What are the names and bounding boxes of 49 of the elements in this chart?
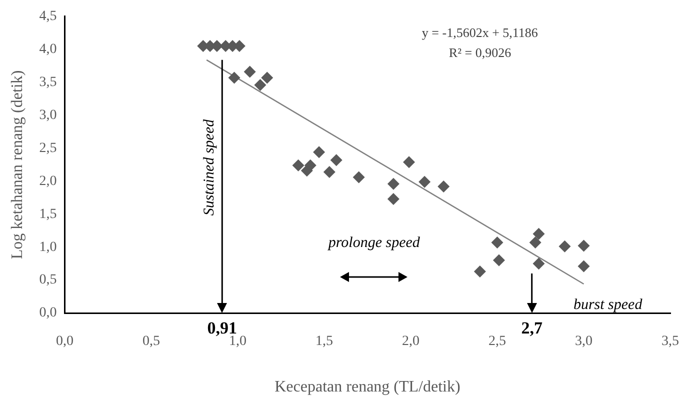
- annotation: burst speed: [573, 296, 642, 313]
- point: [244, 66, 256, 78]
- annotation: prolonge speed: [328, 235, 420, 252]
- point: [323, 166, 336, 178]
- y-tick-label: 0,5: [39, 272, 57, 288]
- x-tick-label: 2,0: [402, 334, 420, 350]
- y-tick-label: 3,0: [39, 108, 57, 123]
- annotation: R² = 0,9026: [448, 45, 512, 60]
- point: [558, 240, 571, 252]
- point: [578, 260, 590, 272]
- point: [532, 258, 545, 270]
- y-tick-label: 2,5: [39, 140, 57, 156]
- x-tick-label: 0,5: [142, 334, 160, 350]
- point: [228, 72, 240, 84]
- x-tick-label: 0,0: [56, 334, 74, 350]
- point: [387, 178, 400, 190]
- y-tick-label: 2,0: [39, 174, 57, 189]
- point: [330, 154, 342, 166]
- point: [529, 236, 542, 248]
- y-tick-label: 4,0: [39, 42, 57, 58]
- point: [474, 265, 486, 278]
- point: [313, 146, 326, 158]
- point: [578, 240, 590, 252]
- point: [304, 159, 316, 172]
- x-tick-label: 1,5: [315, 334, 333, 350]
- point: [492, 254, 505, 266]
- point: [254, 78, 266, 91]
- y-axis-title: Log ketahanan renang (detik): [8, 70, 26, 260]
- annotation: Sustained speed: [202, 120, 218, 216]
- y-tick-label: 3,5: [39, 74, 57, 90]
- point: [261, 72, 274, 84]
- x-tick-label: 2,5: [488, 334, 506, 350]
- y-tick-label: 1,5: [39, 206, 57, 222]
- point: [292, 159, 304, 172]
- point: [532, 228, 545, 240]
- point: [491, 236, 504, 248]
- point: [418, 176, 431, 188]
- ref-line-label: 2,7: [521, 318, 543, 338]
- point: [387, 192, 400, 205]
- x-tick-label: 3,0: [574, 334, 592, 350]
- y-tick-label: 4,5: [39, 9, 57, 24]
- point: [352, 171, 365, 184]
- x-axis-title: Kecepatan renang (TL/detik): [274, 378, 460, 396]
- y-tick-label: 1,0: [39, 240, 57, 255]
- point: [438, 180, 450, 192]
- point: [403, 156, 415, 168]
- y-tick-label: 0,0: [39, 306, 57, 321]
- annotation: y = -1,5602x + 5,1186: [422, 25, 538, 40]
- x-tick-label: 3,5: [662, 334, 679, 350]
